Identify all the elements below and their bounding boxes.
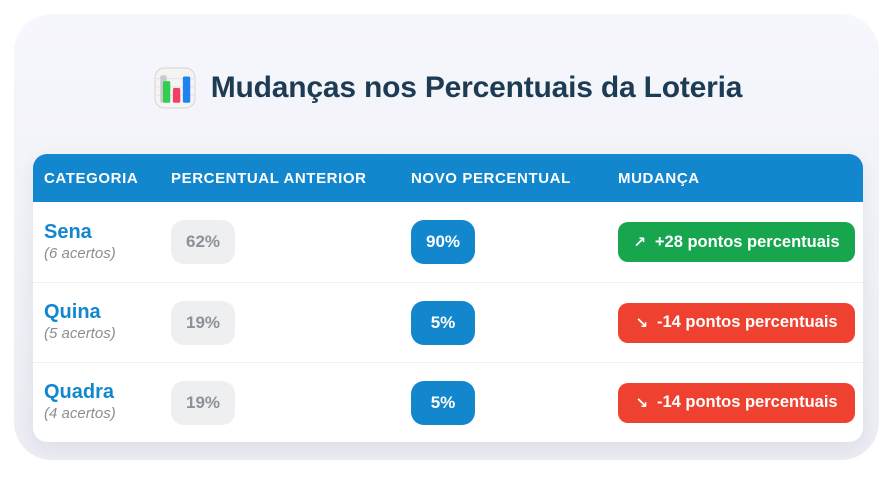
previous-percentage-pill: 19% <box>171 300 235 345</box>
percentages-table: CATEGORIA PERCENTUAL ANTERIOR NOVO PERCE… <box>33 154 863 442</box>
trend-down-icon: ↘ <box>635 313 648 332</box>
category-detail: (5 acertos) <box>44 325 116 343</box>
column-header-percentual-anterior: PERCENTUAL ANTERIOR <box>171 169 367 187</box>
table-row: Quina (5 acertos) 19% 5% ↘ -14 pontos pe… <box>33 282 863 362</box>
new-percentage-pill: 5% <box>411 300 475 345</box>
bar-chart-icon <box>154 67 196 109</box>
column-header-mudanca: MUDANÇA <box>618 169 700 187</box>
column-header-categoria: CATEGORIA <box>44 169 139 187</box>
table-row: Quadra (4 acertos) 19% 5% ↘ -14 pontos p… <box>33 362 863 442</box>
change-badge: ↘ -14 pontos percentuais <box>618 382 855 423</box>
infographic-card: Mudanças nos Percentuais da Loteria CATE… <box>14 14 879 460</box>
title-row: Mudanças nos Percentuais da Loteria <box>33 66 863 110</box>
new-percentage-pill: 5% <box>411 380 475 425</box>
table-row: Sena (6 acertos) 62% 90% ↗ +28 pontos pe… <box>33 202 863 282</box>
change-text: -14 pontos percentuais <box>656 313 838 331</box>
table-header-row: CATEGORIA PERCENTUAL ANTERIOR NOVO PERCE… <box>33 154 863 202</box>
category-cell: Quina (5 acertos) <box>44 301 171 344</box>
table-body: Sena (6 acertos) 62% 90% ↗ +28 pontos pe… <box>33 202 863 442</box>
change-text: -14 pontos percentuais <box>656 393 838 411</box>
column-header-novo-percentual: NOVO PERCENTUAL <box>411 169 571 187</box>
page-title: Mudanças nos Percentuais da Loteria <box>210 71 743 104</box>
trend-down-icon: ↘ <box>635 393 648 412</box>
change-badge: ↘ -14 pontos percentuais <box>618 302 855 343</box>
category-name: Sena <box>44 220 92 243</box>
category-name: Quina <box>44 301 101 324</box>
category-cell: Sena (6 acertos) <box>44 221 171 264</box>
change-text: +28 pontos percentuais <box>654 232 840 251</box>
previous-percentage-pill: 62% <box>171 220 235 264</box>
trend-up-icon: ↗ <box>633 233 646 251</box>
category-detail: (4 acertos) <box>44 405 116 423</box>
category-cell: Quadra (4 acertos) <box>44 381 171 424</box>
new-percentage-pill: 90% <box>411 220 475 264</box>
previous-percentage-pill: 19% <box>171 380 235 425</box>
change-badge: ↗ +28 pontos percentuais <box>618 222 855 262</box>
category-name: Quadra <box>44 381 115 404</box>
category-detail: (6 acertos) <box>44 244 116 262</box>
